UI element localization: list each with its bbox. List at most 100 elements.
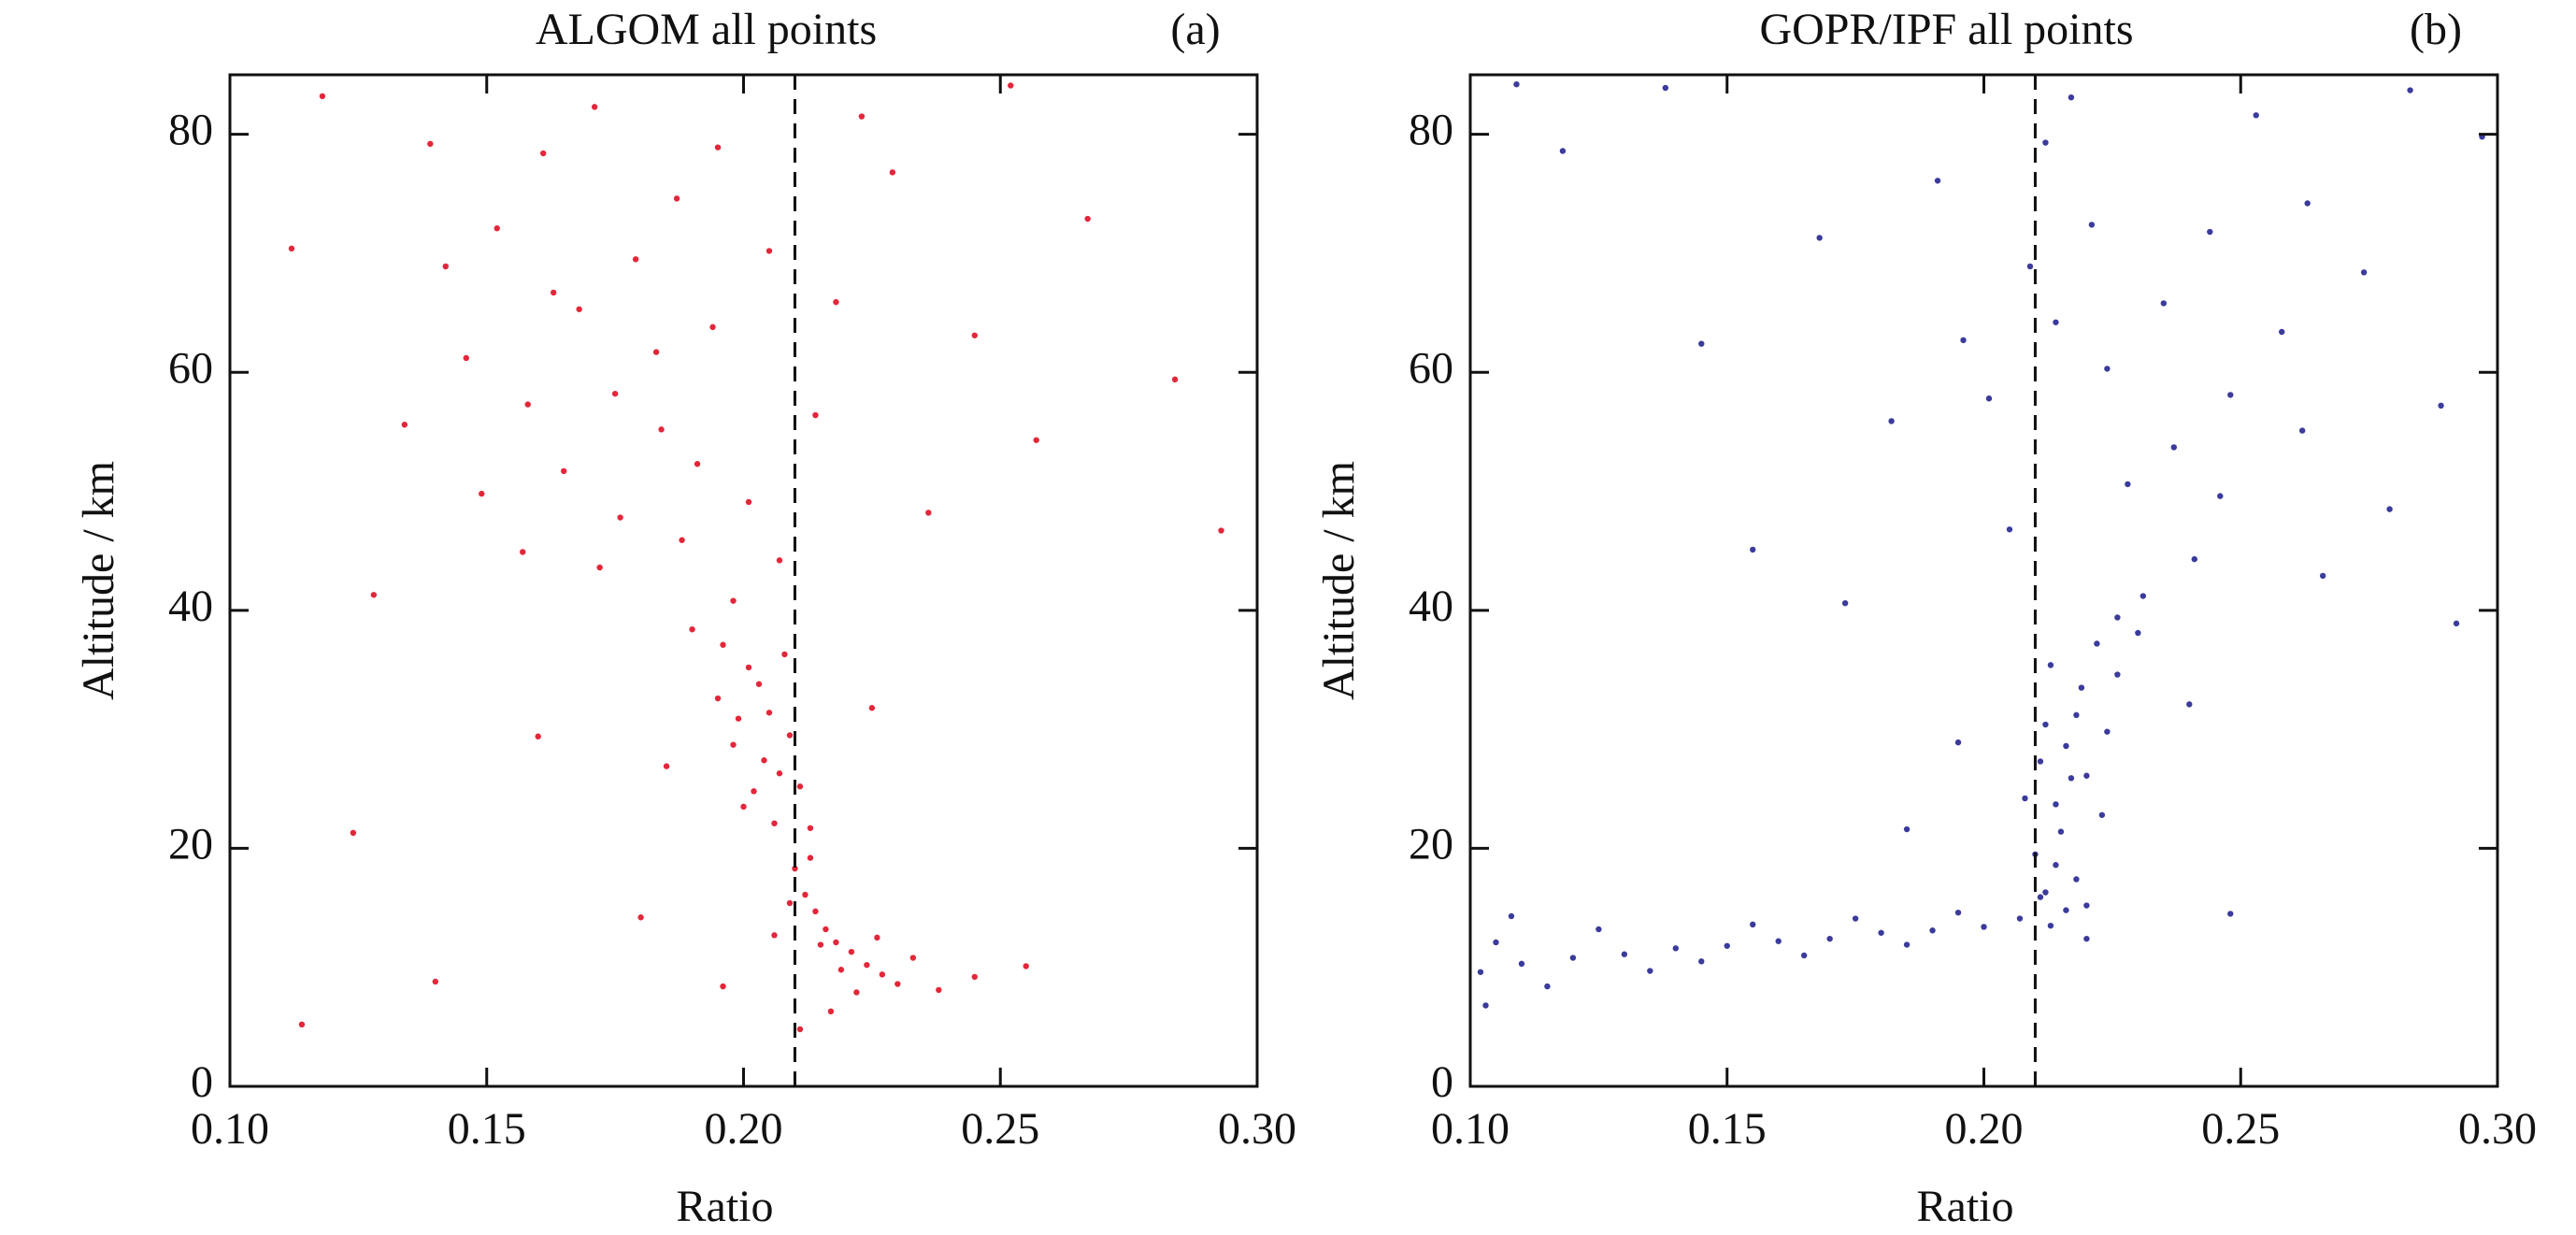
data-point xyxy=(2037,894,2044,900)
data-point xyxy=(1518,960,1525,968)
x-axis-label: Ratio xyxy=(1917,1182,2014,1230)
data-point xyxy=(591,104,598,110)
data-point xyxy=(833,298,839,306)
data-point xyxy=(596,564,603,571)
data-point xyxy=(2407,87,2413,93)
chart-title: ALGOM all points xyxy=(536,5,877,54)
data-point xyxy=(837,967,845,973)
data-point xyxy=(2104,728,2111,735)
data-point xyxy=(2319,572,2326,580)
y-tick-label: 40 xyxy=(168,582,213,631)
data-point xyxy=(1985,395,1993,402)
data-point xyxy=(796,1026,804,1033)
data-point xyxy=(1218,527,1224,534)
data-point xyxy=(1960,337,1967,344)
data-point xyxy=(2053,862,2059,869)
data-point xyxy=(1508,912,1515,920)
x-tick-label: 0.10 xyxy=(1431,1104,1510,1154)
data-point xyxy=(2073,876,2080,883)
data-point xyxy=(1750,921,1756,928)
data-point xyxy=(879,971,886,978)
data-point xyxy=(370,592,378,598)
data-point xyxy=(1513,80,1520,88)
data-point xyxy=(1903,826,1911,833)
data-point xyxy=(2083,902,2090,909)
data-point xyxy=(1477,969,1484,975)
y-tick-label: 60 xyxy=(168,343,213,393)
x-tick-label: 0.25 xyxy=(2201,1104,2280,1154)
data-point xyxy=(2016,915,2024,922)
data-point xyxy=(720,641,726,648)
data-point xyxy=(1084,215,1091,223)
x-tick-label: 0.20 xyxy=(705,1104,783,1154)
data-point xyxy=(848,948,855,955)
data-point xyxy=(853,989,860,996)
data-point xyxy=(2098,811,2106,818)
data-point xyxy=(761,757,767,764)
data-point xyxy=(2073,711,2080,719)
data-point xyxy=(2114,614,2121,621)
data-point xyxy=(560,467,567,475)
data-point xyxy=(288,245,295,252)
data-point xyxy=(771,932,778,939)
y-tick-label: 0 xyxy=(1431,1057,1453,1107)
data-point xyxy=(637,914,644,921)
data-point xyxy=(802,891,809,898)
data-point xyxy=(2453,620,2460,627)
data-point xyxy=(1929,927,1936,934)
data-point xyxy=(1698,340,1705,347)
y-tick-label: 40 xyxy=(1409,582,1453,631)
data-point xyxy=(2170,444,2178,451)
data-point xyxy=(709,323,716,331)
panel-label: (a) xyxy=(1170,5,1220,54)
data-point xyxy=(781,651,788,658)
data-point xyxy=(889,169,896,176)
data-point xyxy=(2083,935,2090,942)
data-point xyxy=(1698,958,1705,965)
data-point xyxy=(679,537,685,543)
data-point xyxy=(2227,911,2234,917)
data-point xyxy=(776,770,783,777)
data-point xyxy=(632,256,639,263)
data-point xyxy=(730,741,737,748)
data-point xyxy=(673,195,680,202)
data-point xyxy=(2057,828,2065,835)
x-tick-label: 0.25 xyxy=(961,1104,1039,1154)
data-point xyxy=(1775,938,1782,944)
data-point xyxy=(298,1021,306,1028)
data-point xyxy=(2047,922,2054,929)
data-point xyxy=(786,732,794,739)
data-point xyxy=(694,461,701,467)
data-point xyxy=(1852,915,1859,922)
data-point xyxy=(786,899,794,907)
data-point xyxy=(2063,907,2069,913)
data-point xyxy=(2083,772,2090,779)
data-point xyxy=(2227,392,2234,398)
data-point xyxy=(766,710,773,716)
data-point xyxy=(2104,366,2111,372)
data-point xyxy=(714,144,722,151)
chart-title: GOPR/IPF all points xyxy=(1759,5,2133,54)
x-tick-label: 0.30 xyxy=(2458,1104,2537,1154)
data-point xyxy=(2063,742,2069,750)
data-point xyxy=(2042,721,2049,728)
plot-frame xyxy=(228,73,1259,1088)
data-point xyxy=(2279,328,2285,336)
data-point xyxy=(524,401,531,408)
data-point xyxy=(755,681,763,687)
data-point xyxy=(442,263,449,270)
data-point xyxy=(2053,319,2059,325)
data-point xyxy=(2253,112,2259,119)
data-point xyxy=(1888,418,1895,424)
data-point xyxy=(1596,926,1602,933)
data-point xyxy=(1008,82,1014,89)
data-point xyxy=(792,865,798,872)
data-point xyxy=(1569,955,1577,961)
data-point xyxy=(971,973,978,981)
data-point xyxy=(2125,481,2131,488)
data-point xyxy=(812,411,819,419)
data-point xyxy=(576,306,582,312)
x-tick-label: 0.20 xyxy=(1945,1104,2024,1154)
data-point xyxy=(2360,269,2368,276)
data-point xyxy=(740,803,747,811)
